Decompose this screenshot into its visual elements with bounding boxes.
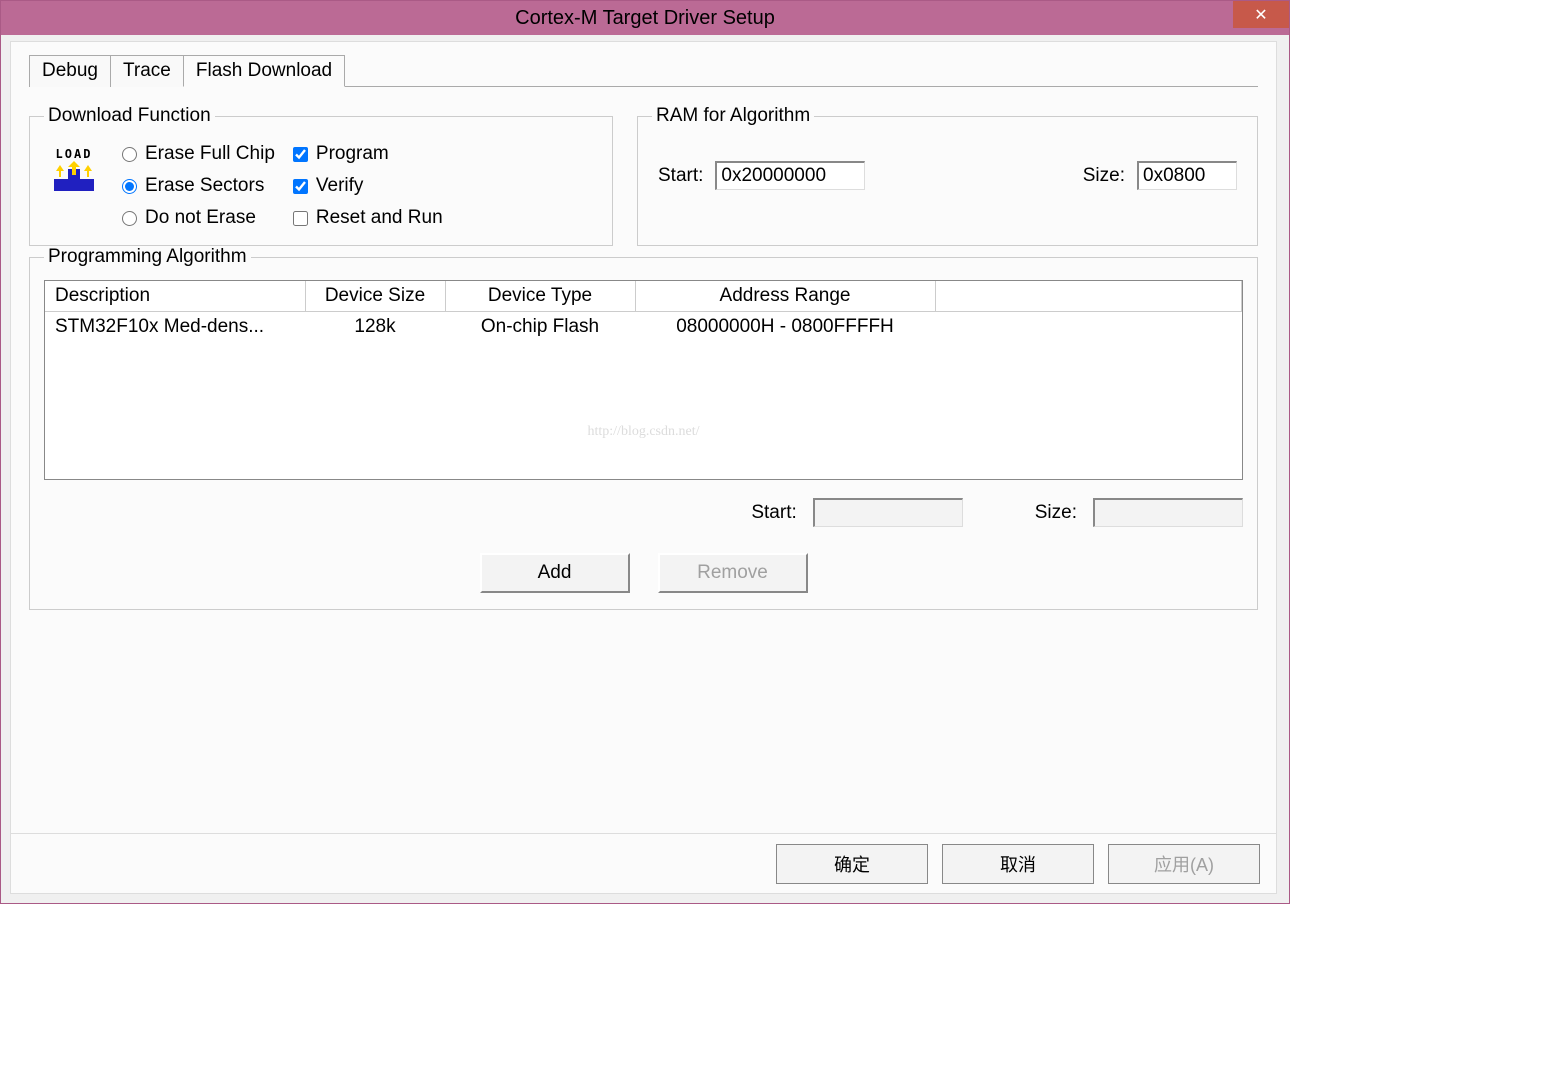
algorithm-table-wrap: Description Device Size Device Type Addr… (44, 280, 1243, 480)
window-title: Cortex-M Target Driver Setup (515, 7, 775, 30)
check-program[interactable]: Program (293, 143, 443, 165)
algo-start-input[interactable] (813, 498, 963, 527)
check-reset-and-run[interactable]: Reset and Run (293, 207, 443, 229)
algo-start-label: Start: (751, 502, 796, 524)
ram-start-input[interactable] (715, 161, 865, 190)
ram-for-algorithm-group: RAM for Algorithm Start: Size: (637, 105, 1258, 246)
col-device-type[interactable]: Device Type (445, 281, 635, 312)
dialog-window: Cortex-M Target Driver Setup ✕ Debug Tra… (0, 0, 1290, 904)
programming-algorithm-legend: Programming Algorithm (44, 246, 251, 268)
action-check-group: Program Verify Reset and Run (293, 143, 443, 229)
cancel-button[interactable]: 取消 (942, 844, 1094, 884)
radio-erase-sectors[interactable]: Erase Sectors (122, 175, 275, 197)
col-description[interactable]: Description (45, 281, 305, 312)
apply-button[interactable]: 应用(A) (1108, 844, 1260, 884)
algo-size-input[interactable] (1093, 498, 1243, 527)
col-device-size[interactable]: Device Size (305, 281, 445, 312)
ram-start-label: Start: (658, 165, 703, 187)
col-spacer (935, 281, 1242, 312)
table-row[interactable]: STM32F10x Med-dens... 128k On-chip Flash… (45, 312, 1242, 343)
add-button[interactable]: Add (480, 553, 630, 593)
download-function-group: Download Function LOAD (29, 105, 613, 246)
check-verify[interactable]: Verify (293, 175, 443, 197)
ram-legend: RAM for Algorithm (652, 105, 814, 127)
radio-erase-full-chip[interactable]: Erase Full Chip (122, 143, 275, 165)
cell-description: STM32F10x Med-dens... (45, 312, 305, 343)
ok-button[interactable]: 确定 (776, 844, 928, 884)
algo-size-label: Size: (1035, 502, 1077, 524)
close-icon: ✕ (1254, 5, 1267, 25)
close-button[interactable]: ✕ (1233, 1, 1289, 28)
tab-strip: Debug Trace Flash Download (29, 55, 1258, 87)
tab-debug[interactable]: Debug (29, 55, 111, 87)
remove-button[interactable]: Remove (658, 553, 808, 593)
erase-radio-group: Erase Full Chip Erase Sectors Do not Era… (122, 143, 275, 229)
download-function-legend: Download Function (44, 105, 215, 127)
radio-do-not-erase[interactable]: Do not Erase (122, 207, 275, 229)
ram-size-label: Size: (1083, 165, 1125, 187)
dialog-button-bar: 确定 取消 应用(A) (11, 833, 1276, 893)
programming-algorithm-group: Programming Algorithm Description Device… (29, 246, 1258, 610)
ram-size-input[interactable] (1137, 161, 1237, 190)
titlebar: Cortex-M Target Driver Setup ✕ (1, 1, 1289, 35)
col-address-range[interactable]: Address Range (635, 281, 935, 312)
cell-device-size: 128k (305, 312, 445, 343)
load-icon: LOAD (44, 147, 104, 199)
load-icon-svg (50, 161, 98, 193)
client-area: Debug Trace Flash Download Download Func… (10, 41, 1277, 894)
algorithm-table: Description Device Size Device Type Addr… (45, 281, 1242, 342)
tab-trace[interactable]: Trace (110, 55, 184, 87)
cell-address-range: 08000000H - 0800FFFFH (635, 312, 935, 343)
cell-device-type: On-chip Flash (445, 312, 635, 343)
tab-flash-download[interactable]: Flash Download (183, 55, 345, 87)
